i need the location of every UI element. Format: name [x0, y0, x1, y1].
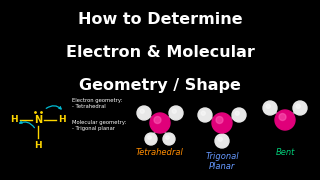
Text: Electron geometry:
- Tetrahedral: Electron geometry: - Tetrahedral	[72, 98, 122, 109]
Circle shape	[150, 113, 170, 133]
Circle shape	[163, 133, 175, 145]
Circle shape	[201, 111, 205, 115]
Circle shape	[296, 104, 300, 108]
Text: Bent: Bent	[275, 148, 295, 157]
Circle shape	[172, 109, 176, 113]
FancyArrowPatch shape	[20, 121, 35, 128]
Circle shape	[154, 116, 161, 123]
Circle shape	[218, 137, 222, 141]
Circle shape	[212, 113, 232, 133]
Circle shape	[215, 134, 229, 148]
Text: Electron & Molecular: Electron & Molecular	[66, 45, 254, 60]
Circle shape	[263, 101, 277, 115]
Circle shape	[275, 110, 295, 130]
Circle shape	[148, 136, 151, 139]
Circle shape	[169, 106, 183, 120]
Text: H: H	[34, 141, 42, 150]
Circle shape	[235, 111, 239, 115]
Text: How to Determine: How to Determine	[78, 12, 242, 27]
Circle shape	[266, 104, 270, 108]
Circle shape	[198, 108, 212, 122]
Text: Tetrahedral: Tetrahedral	[136, 148, 184, 157]
Text: Molecular geometry:
- Trigonal planar: Molecular geometry: - Trigonal planar	[72, 120, 126, 131]
Circle shape	[216, 116, 223, 123]
Circle shape	[137, 106, 151, 120]
Circle shape	[140, 109, 144, 113]
Circle shape	[279, 114, 286, 120]
Circle shape	[166, 136, 169, 139]
Circle shape	[232, 108, 246, 122]
FancyArrowPatch shape	[46, 106, 61, 109]
Circle shape	[145, 133, 157, 145]
Text: Geometry / Shape: Geometry / Shape	[79, 78, 241, 93]
Text: H: H	[58, 116, 66, 125]
Circle shape	[293, 101, 307, 115]
Text: H: H	[10, 116, 18, 125]
Text: N: N	[34, 115, 42, 125]
Text: Trigonal
Planar: Trigonal Planar	[205, 152, 239, 171]
